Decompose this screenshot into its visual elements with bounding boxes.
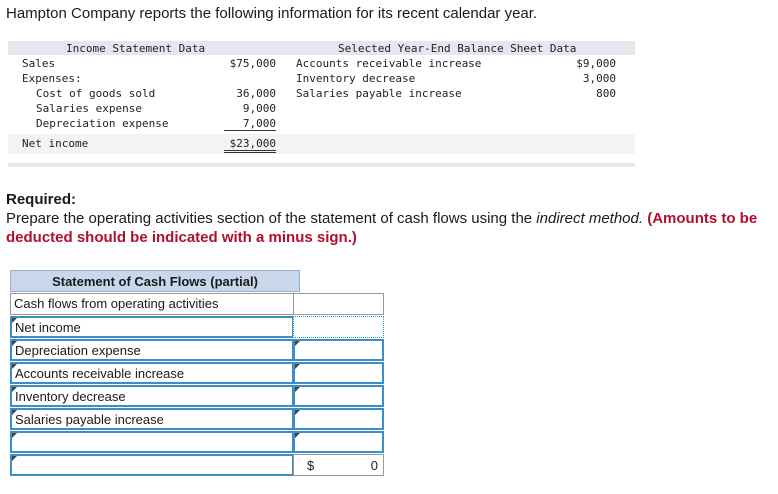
bs-label-inventory: Inventory decrease (296, 72, 416, 85)
data-header-band (8, 41, 635, 55)
row-input-net-income[interactable]: Net income (10, 316, 294, 338)
required-title: Required: (6, 191, 77, 208)
dropdown-marker-icon (12, 318, 17, 323)
balance-sheet-header: Selected Year-End Balance Sheet Data (338, 42, 577, 55)
row-input-salaries-payable[interactable]: Salaries payable increase (10, 408, 294, 430)
expense-value-depreciation: 7,000 (224, 117, 276, 131)
data-footer-band (8, 163, 635, 167)
total-amount-cell: $ 0 (293, 454, 384, 476)
required-note-text: (Amounts to be deducted should be indica… (6, 210, 758, 246)
sales-value: $75,000 (229, 57, 276, 70)
dropdown-marker-icon (295, 364, 300, 369)
expense-label-salaries: Salaries expense (36, 102, 142, 115)
dropdown-marker-icon (12, 456, 17, 461)
bs-value-salaries-payable: 800 (596, 87, 616, 100)
dropdown-marker-icon (12, 387, 17, 392)
section-label-operating: Cash flows from operating activities (10, 293, 294, 315)
total-currency-symbol: $ (307, 458, 315, 473)
total-amount-value: 0 (370, 458, 378, 473)
amount-input-depreciation[interactable] (293, 339, 384, 361)
expense-value-salaries: 9,000 (242, 102, 276, 115)
bs-value-ar: $9,000 (576, 57, 616, 70)
net-income-value: $23,000 (224, 137, 276, 153)
bs-label-salaries-payable: Salaries payable increase (296, 87, 462, 100)
net-income-label: Net income (22, 137, 89, 150)
sales-label: Sales (22, 57, 56, 70)
required-body-text: Prepare the operating activities section… (6, 210, 537, 227)
section-amount-cell (293, 293, 384, 315)
amount-input-net-income[interactable] (293, 316, 384, 338)
row-input-accounts-receivable[interactable]: Accounts receivable increase (10, 362, 294, 384)
dropdown-marker-icon (12, 341, 17, 346)
income-statement-header: Income Statement Data (66, 42, 206, 55)
dropdown-marker-icon (12, 410, 17, 415)
expenses-label: Expenses: (22, 72, 82, 85)
dropdown-marker-icon (295, 433, 300, 438)
amount-input-salaries-payable[interactable] (293, 408, 384, 430)
expense-label-depreciation: Depreciation expense (36, 117, 169, 130)
bs-value-inventory: 3,000 (582, 72, 616, 85)
net-income-band (8, 134, 635, 154)
dropdown-marker-icon (295, 387, 300, 392)
row-input-depreciation[interactable]: Depreciation expense (10, 339, 294, 361)
row-input-blank[interactable] (10, 431, 294, 453)
row-input-total-label[interactable] (10, 454, 294, 476)
row-input-inventory[interactable]: Inventory decrease (10, 385, 294, 407)
expense-value-cogs: 36,000 (236, 87, 276, 100)
amount-input-accounts-receivable[interactable] (293, 362, 384, 384)
bs-label-ar: Accounts receivable increase (296, 57, 482, 70)
dropdown-marker-icon (295, 341, 300, 346)
dropdown-marker-icon (12, 433, 17, 438)
dropdown-marker-icon (295, 410, 300, 415)
dropdown-marker-icon (12, 364, 17, 369)
intro-text: Hampton Company reports the following in… (6, 5, 538, 22)
expense-label-cogs: Cost of goods sold (36, 87, 156, 100)
required-instructions: Prepare the operating activities section… (6, 209, 776, 247)
cash-flow-table-title: Statement of Cash Flows (partial) (10, 270, 300, 292)
amount-input-inventory[interactable] (293, 385, 384, 407)
required-method-text: indirect method. (536, 210, 644, 227)
amount-input-blank[interactable] (293, 431, 384, 453)
